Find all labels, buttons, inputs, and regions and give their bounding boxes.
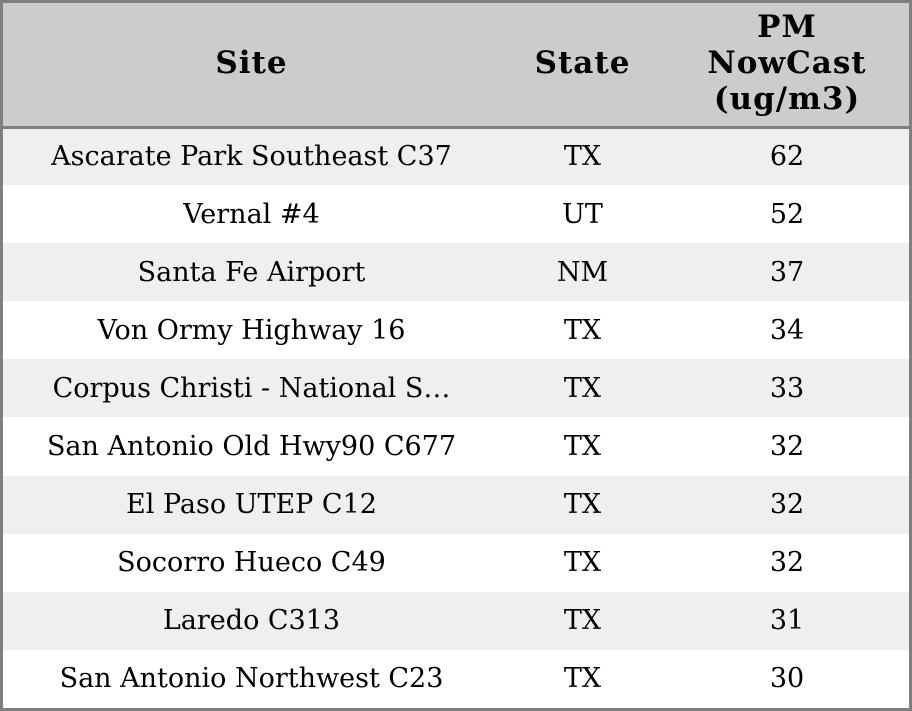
state-cell: TX bbox=[563, 605, 602, 637]
site-cell: El Paso UTEP C12 bbox=[126, 489, 377, 521]
state-cell: UT bbox=[562, 198, 603, 230]
state-cell: TX bbox=[563, 489, 602, 521]
pm-nowcast-cell: 37 bbox=[769, 256, 805, 288]
pm-nowcast-cell: 32 bbox=[769, 547, 805, 579]
column-header-pm-nowcast[interactable]: PM NowCast (ug/m3) bbox=[665, 3, 909, 129]
state-cell: TX bbox=[563, 547, 602, 579]
site-cell: Laredo C313 bbox=[162, 605, 341, 637]
site-cell: San Antonio Old Hwy90 C677 bbox=[46, 431, 457, 463]
table-row: Vernal #4 UT 52 bbox=[3, 185, 909, 244]
site-cell: Corpus Christi - National S… bbox=[52, 372, 451, 404]
table-row: Ascarate Park Southeast C37 TX 62 bbox=[3, 127, 909, 186]
state-cell: NM bbox=[556, 256, 609, 288]
table-header: Site State PM NowCast (ug/m3) bbox=[3, 3, 909, 129]
table-row: Laredo C313 TX 31 bbox=[3, 591, 909, 650]
table-row: El Paso UTEP C12 TX 32 bbox=[3, 475, 909, 534]
table-row: Socorro Hueco C49 TX 32 bbox=[3, 533, 909, 592]
state-cell: TX bbox=[563, 314, 602, 346]
site-cell: Vernal #4 bbox=[183, 198, 320, 230]
site-cell: Ascarate Park Southeast C37 bbox=[51, 141, 452, 173]
pm-nowcast-cell: 62 bbox=[769, 141, 805, 173]
table-row: Von Ormy Highway 16 TX 34 bbox=[3, 301, 909, 360]
header-row: Site State PM NowCast (ug/m3) bbox=[3, 3, 909, 129]
table-row: Corpus Christi - National S… TX 33 bbox=[3, 359, 909, 418]
site-cell: San Antonio Northwest C23 bbox=[59, 663, 444, 695]
pm-nowcast-cell: 33 bbox=[769, 372, 805, 404]
table-row: Santa Fe Airport NM 37 bbox=[3, 243, 909, 302]
pm-nowcast-cell: 34 bbox=[769, 314, 805, 346]
pm-nowcast-cell: 52 bbox=[769, 198, 805, 230]
state-cell: TX bbox=[563, 141, 602, 173]
site-cell: Socorro Hueco C49 bbox=[117, 547, 386, 579]
column-header-state[interactable]: State bbox=[500, 3, 665, 129]
state-cell: TX bbox=[563, 372, 602, 404]
state-cell: TX bbox=[563, 431, 602, 463]
table-row: San Antonio Northwest C23 TX 30 bbox=[3, 649, 909, 708]
pm-nowcast-cell: 31 bbox=[769, 605, 805, 637]
site-cell: Santa Fe Airport bbox=[137, 256, 366, 288]
site-cell: Von Ormy Highway 16 bbox=[97, 314, 406, 346]
table-body: Ascarate Park Southeast C37 TX 62 Vernal… bbox=[3, 127, 909, 708]
table-row: San Antonio Old Hwy90 C677 TX 32 bbox=[3, 417, 909, 476]
column-header-site[interactable]: Site bbox=[3, 3, 500, 129]
pm-nowcast-cell: 32 bbox=[769, 431, 805, 463]
pm-nowcast-cell: 32 bbox=[769, 489, 805, 521]
pm-nowcast-cell: 30 bbox=[769, 663, 805, 695]
state-cell: TX bbox=[563, 663, 602, 695]
pm-nowcast-table: Site State PM NowCast (ug/m3) Ascarate P… bbox=[3, 3, 909, 708]
